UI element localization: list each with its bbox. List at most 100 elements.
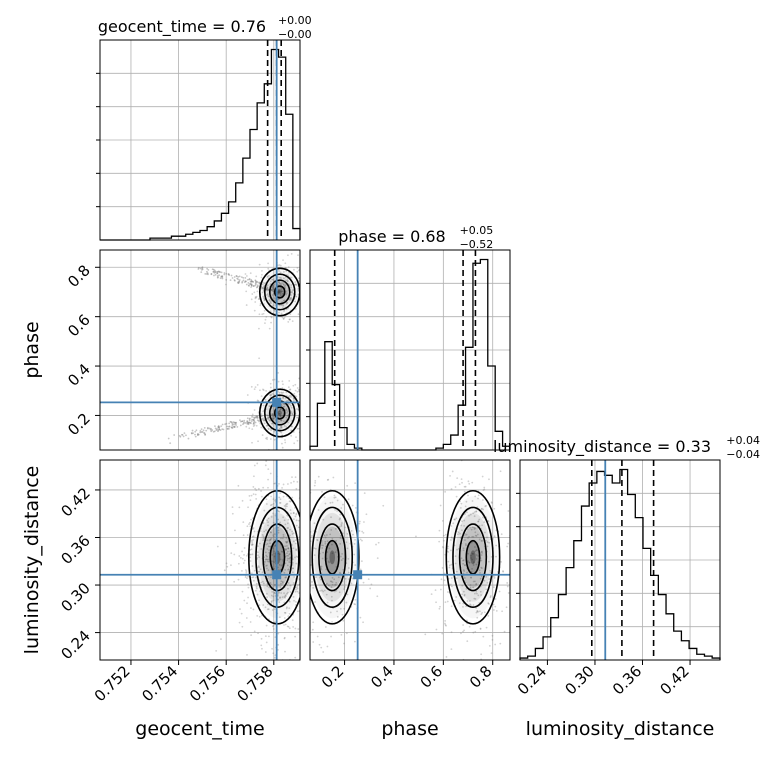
- sample-point: [285, 592, 288, 595]
- sample-point: [290, 296, 293, 299]
- sample-point: [467, 494, 469, 497]
- sample-point: [256, 285, 259, 288]
- sample-point: [272, 505, 275, 508]
- sample-point: [488, 478, 490, 481]
- sample-point: [328, 547, 331, 550]
- sample-point: [262, 389, 265, 392]
- sample-point: [268, 298, 271, 301]
- sample-point: [270, 531, 272, 534]
- sample-point: [265, 641, 268, 644]
- sample-point: [288, 553, 291, 555]
- sample-point: [231, 512, 234, 515]
- sample-point: [261, 571, 264, 574]
- sample-point: [220, 638, 222, 640]
- sample-point: [252, 475, 255, 478]
- sample-point: [267, 478, 269, 481]
- x-tick-label: 0.4: [367, 662, 397, 692]
- sample-point: [249, 421, 252, 424]
- sample-point: [369, 587, 372, 590]
- sample-point: [252, 527, 255, 529]
- sample-point: [279, 282, 281, 285]
- contour-line: [273, 285, 286, 299]
- sample-point: [292, 512, 295, 514]
- sample-point: [343, 588, 346, 590]
- sample-point: [438, 607, 441, 610]
- sample-point: [278, 391, 281, 394]
- sample-point: [484, 505, 487, 508]
- sample-point: [268, 586, 271, 589]
- sample-point: [294, 402, 296, 405]
- sample-point: [473, 597, 476, 600]
- sample-point: [241, 625, 244, 628]
- sample-point: [490, 555, 493, 558]
- sample-point: [250, 539, 253, 542]
- sample-point: [260, 276, 263, 279]
- sample-point: [304, 575, 306, 577]
- sample-point: [196, 433, 199, 435]
- x-axis-label: geocent_time: [135, 718, 264, 740]
- sample-point: [310, 564, 312, 566]
- sample-point: [303, 593, 305, 595]
- sample-point: [303, 580, 305, 582]
- sample-point: [460, 632, 462, 635]
- sample-point: [270, 278, 273, 281]
- sample-point: [370, 583, 373, 586]
- sample-point: [466, 600, 469, 602]
- sample-point: [303, 513, 305, 515]
- sample-point: [353, 603, 356, 605]
- panel-frame: [309, 459, 511, 661]
- sample-point: [265, 564, 268, 567]
- sample-point: [246, 421, 249, 424]
- y-axis-label: luminosity_distance: [21, 466, 43, 655]
- sample-point: [485, 626, 488, 629]
- sample-point: [234, 542, 237, 545]
- sample-point: [307, 595, 309, 597]
- sample-point: [258, 599, 260, 602]
- sample-point: [237, 562, 240, 565]
- sample-point: [251, 416, 253, 419]
- sample-point: [278, 496, 281, 499]
- sample-point: [462, 559, 464, 562]
- sample-point: [241, 420, 244, 423]
- contour-line: [311, 506, 354, 609]
- sample-point: [295, 474, 297, 476]
- sample-point: [273, 592, 276, 594]
- sample-point: [232, 423, 235, 426]
- sample-point: [271, 278, 274, 281]
- sample-point: [285, 292, 288, 295]
- sample-point: [465, 605, 468, 608]
- sample-point: [244, 422, 247, 424]
- sample-point: [296, 587, 299, 590]
- sample-point: [214, 273, 217, 276]
- sample-point: [305, 446, 307, 448]
- sample-point: [201, 267, 203, 270]
- sample-point: [273, 591, 276, 594]
- sample-point: [290, 291, 293, 294]
- sample-point: [284, 562, 287, 565]
- sample-point: [295, 284, 298, 286]
- sample-point: [278, 428, 281, 430]
- contour-line: [263, 394, 296, 432]
- sample-point: [236, 426, 239, 428]
- sample-point: [286, 625, 289, 628]
- sample-point: [295, 600, 297, 603]
- sample-point: [270, 316, 273, 319]
- sample-point: [460, 674, 462, 676]
- sample-point: [354, 506, 357, 509]
- sample-point: [250, 278, 253, 281]
- sample-point: [319, 414, 321, 416]
- sample-point: [282, 317, 285, 320]
- sample-point: [265, 408, 268, 411]
- sample-point: [480, 653, 483, 656]
- sample-point: [281, 396, 284, 399]
- sample-point: [263, 422, 266, 425]
- sample-point: [347, 578, 350, 581]
- sample-point: [292, 595, 295, 598]
- sample-point: [220, 275, 223, 278]
- sample-point: [283, 571, 286, 574]
- sample-point: [290, 396, 292, 398]
- sample-point: [297, 388, 300, 391]
- sample-point: [297, 442, 299, 444]
- sample-point: [281, 596, 284, 599]
- sample-point: [281, 290, 284, 293]
